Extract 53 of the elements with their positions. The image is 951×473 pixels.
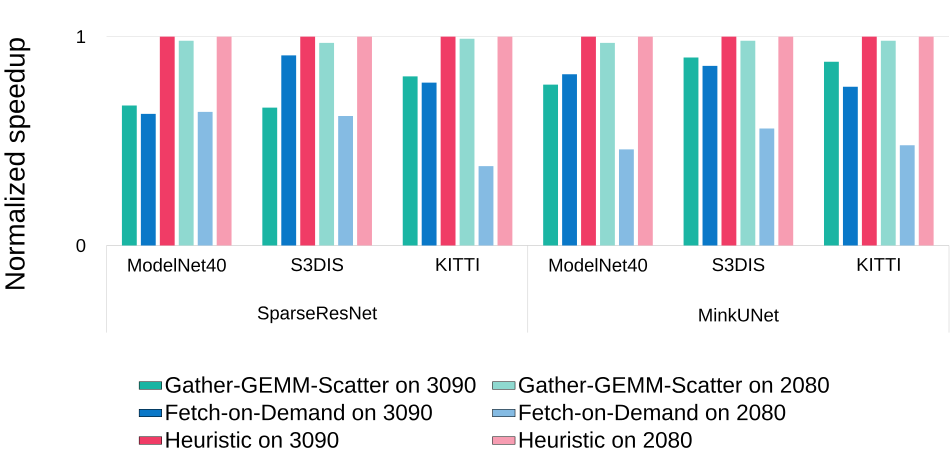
bar — [824, 62, 839, 246]
bar — [543, 84, 558, 246]
bar — [778, 36, 794, 246]
bar — [281, 55, 296, 246]
bar — [460, 38, 474, 246]
bar — [319, 42, 334, 246]
x-tick-label: KITTI — [436, 258, 478, 271]
y-tick-label: 1 — [77, 30, 86, 43]
bar — [478, 166, 494, 246]
bar — [338, 116, 354, 246]
bar — [842, 86, 858, 246]
bar — [759, 128, 774, 246]
legend-label: Heuristic on 3090 — [166, 431, 338, 448]
x-tick-label: S3DIS — [712, 258, 764, 272]
bar — [581, 36, 596, 246]
bar — [178, 40, 194, 246]
bar — [160, 36, 175, 246]
bar — [122, 105, 137, 246]
bar — [422, 82, 437, 246]
bar — [638, 36, 653, 246]
text: SparseResNet — [258, 306, 378, 324]
bar — [862, 36, 877, 246]
bar — [402, 76, 418, 246]
bar — [357, 36, 372, 246]
x-tick-label: ModelNet40 — [550, 258, 648, 272]
legend-label: Fetch-on-Demand on 2080 — [520, 404, 786, 420]
bar — [684, 57, 698, 246]
bar — [740, 40, 756, 246]
y-axis-title: Normalized speedup — [4, 38, 30, 289]
bar — [498, 36, 512, 246]
text: MinkUNet — [699, 308, 779, 322]
bar — [600, 42, 615, 246]
bar — [721, 36, 736, 246]
bar — [140, 114, 156, 246]
legend-label: Fetch-on-Demand on 3090 — [166, 404, 432, 420]
bar — [918, 36, 934, 246]
bar — [618, 149, 634, 246]
legend-label: Gather-GEMM-Scatter on 3090 — [166, 376, 476, 393]
bar — [562, 74, 577, 246]
bar — [440, 36, 456, 246]
bar — [198, 112, 213, 246]
legend-label: Gather-GEMM-Scatter on 2080 — [519, 376, 829, 393]
x-tick-label: KITTI — [858, 258, 900, 271]
bar — [216, 36, 232, 246]
bar — [702, 66, 718, 246]
x-tick-label: ModelNet40 — [128, 258, 226, 272]
x-tick-label: S3DIS — [291, 258, 344, 272]
bar — [262, 108, 278, 246]
bar — [300, 36, 316, 246]
bar — [880, 40, 896, 246]
bar — [900, 145, 915, 246]
legend-label: Heuristic on 2080 — [520, 431, 692, 448]
y-tick-label: 0 — [76, 238, 86, 252]
